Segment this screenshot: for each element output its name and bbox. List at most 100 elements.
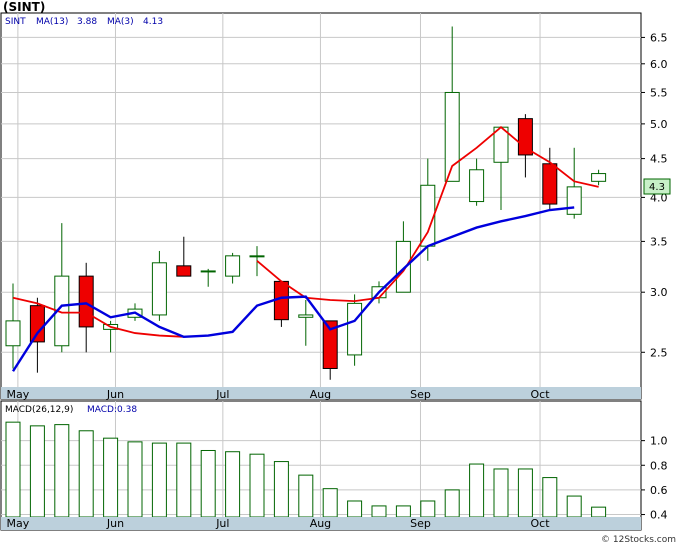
price-panel: May Jun Jul Aug Sep Oct 2.5 3.0 3.5 4.0 4.5 5.0 5.5…	[0, 12, 671, 401]
candle-body-down	[78, 275, 94, 328]
price-x-ticks: May Jun Jul Aug Sep Oct	[7, 388, 551, 401]
candle-body-up	[151, 262, 167, 316]
macd-bar	[78, 430, 94, 518]
macd-x-tick-label: Sep	[410, 517, 431, 530]
macd-legend-value: MACD:0.38	[87, 405, 137, 415]
candle	[298, 299, 314, 346]
candle-body-up	[225, 255, 241, 277]
candle	[151, 250, 167, 321]
macd-bar	[493, 468, 509, 518]
price-x-tick-label: Sep	[410, 388, 431, 401]
price-y-ticks: 2.5 3.0 3.5 4.0 4.5 5.0 5.5 6.0 6.5	[641, 31, 668, 359]
macd-y-tick-label: 0.4	[650, 509, 668, 522]
candle-body-up	[54, 275, 70, 347]
price-y-tick-label: 5.5	[650, 86, 668, 99]
macd-y-ticks: 0.4 0.6 0.8 1.0	[641, 435, 668, 522]
macd-bar	[420, 500, 436, 518]
price-y-tick-label: 3.5	[650, 235, 668, 248]
candle-body-up	[298, 314, 314, 318]
macd-bar	[469, 463, 485, 518]
macd-bar	[54, 424, 70, 518]
candle-body-up	[5, 320, 21, 347]
candle	[591, 169, 607, 186]
candle-body-down	[29, 305, 45, 343]
macd-bar	[395, 505, 411, 518]
price-y-tick-label: 6.5	[650, 31, 668, 44]
macd-x-tick-label: Oct	[531, 517, 551, 530]
candle-body-up	[444, 91, 460, 182]
legend-ma-slow: MA(13)	[36, 17, 68, 27]
price-x-tick-label: Jul	[215, 388, 229, 401]
ma-fast-line	[12, 296, 184, 338]
candle-body-up	[347, 302, 363, 356]
candle	[54, 223, 70, 353]
macd-x-ticks: May Jun Jul Aug Sep Oct	[7, 517, 551, 530]
legend-symbol: SINT	[5, 17, 26, 27]
macd-bar	[103, 437, 119, 518]
macd-bar	[591, 506, 607, 518]
candle-body-up	[591, 173, 607, 182]
candle	[395, 221, 411, 293]
last-price-badge-text: 4.3	[649, 182, 665, 193]
candle	[322, 320, 338, 380]
candle-body-up	[249, 255, 265, 258]
macd-y-tick-label: 0.8	[650, 459, 668, 472]
price-y-tick-label: 4.0	[650, 191, 668, 204]
macd-bar	[347, 500, 363, 518]
price-date-strip	[1, 387, 641, 399]
candle	[444, 26, 460, 182]
price-y-tick-label: 6.0	[650, 58, 668, 71]
macd-bar	[5, 421, 21, 518]
macd-x-tick-label: Aug	[310, 517, 331, 530]
macd-bar	[566, 495, 582, 518]
candle	[273, 280, 289, 327]
macd-x-tick-label: Jul	[215, 517, 229, 530]
macd-bar	[249, 453, 265, 518]
macd-bar	[517, 468, 533, 518]
price-candles	[5, 26, 607, 380]
macd-x-tick-label: Jun	[106, 517, 124, 530]
last-price-badge	[643, 178, 671, 195]
macd-bar	[273, 461, 289, 518]
price-x-tick-label: Oct	[531, 388, 551, 401]
candle	[5, 283, 21, 369]
ma-slow-line	[11, 206, 575, 372]
price-y-tick-label: 5.0	[650, 118, 668, 131]
price-y-tick-label: 4.5	[650, 153, 668, 166]
macd-bar	[542, 477, 558, 518]
macd-bar	[444, 489, 460, 518]
candle	[200, 268, 216, 287]
candle	[469, 158, 485, 206]
price-x-tick-label: May	[7, 388, 30, 401]
price-moving-averages	[11, 126, 599, 372]
macd-bars	[5, 421, 607, 518]
ma-fast-line	[256, 126, 599, 303]
macd-legend-label: MACD(26,12,9)	[5, 405, 73, 415]
legend-ma-fast: MA(3)	[107, 17, 134, 27]
legend-ma-slow-value: 3.88	[77, 17, 97, 27]
macd-bar	[127, 441, 143, 518]
price-x-tick-label: Jun	[106, 388, 124, 401]
candle	[176, 236, 192, 277]
footer-copyright: © 12Stocks.com	[601, 535, 676, 545]
price-y-tick-label: 2.5	[650, 346, 668, 359]
candle-body-up	[469, 169, 485, 203]
candle-body-up	[395, 240, 411, 293]
macd-bar	[322, 488, 338, 518]
macd-bar	[29, 425, 45, 518]
macd-bar	[298, 474, 314, 518]
macd-bar	[371, 505, 387, 518]
candle	[347, 294, 363, 366]
macd-y-tick-label: 1.0	[650, 435, 668, 448]
macd-x-tick-label: May	[7, 517, 30, 530]
price-y-tick-label: 3.0	[650, 286, 668, 299]
macd-date-strip	[1, 517, 641, 530]
candle-body-down	[176, 265, 192, 277]
candle-body-down	[322, 320, 338, 369]
candle-body-down	[542, 163, 558, 205]
candle	[542, 147, 558, 210]
macd-bar	[176, 442, 192, 518]
candle-body-up	[420, 184, 436, 247]
candle-body-up	[566, 186, 582, 215]
